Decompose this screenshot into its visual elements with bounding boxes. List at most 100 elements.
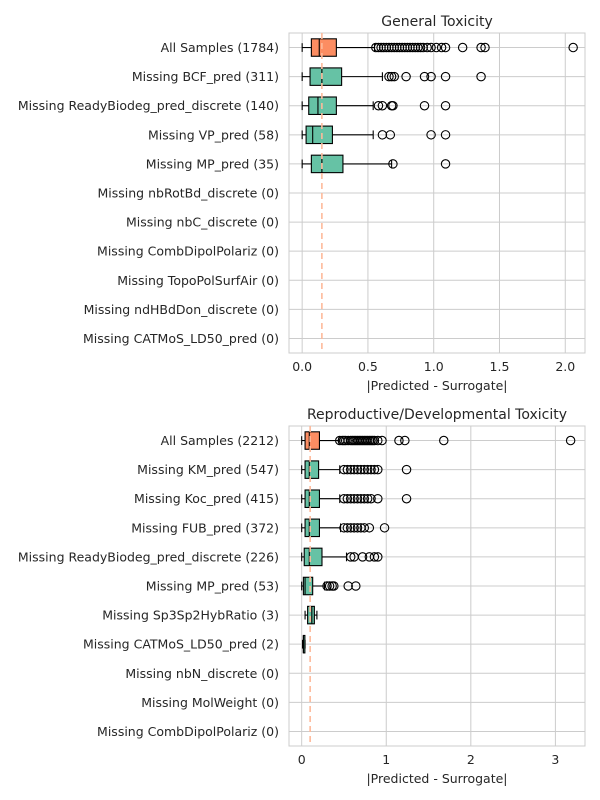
outlier-point [373, 493, 383, 504]
box-iqr [309, 67, 343, 86]
plot-frame [288, 425, 586, 747]
x-axis-label: |Predicted - Surrogate| [366, 771, 507, 786]
category-label: Missing ReadyBiodeg_pred_discrete (140) [18, 98, 279, 113]
outlier-point [373, 464, 383, 475]
x-tick-label: 2.0 [555, 359, 575, 374]
outlier-point [342, 464, 353, 475]
outlier-point [345, 523, 356, 533]
outlier-point [419, 100, 430, 111]
outlier-point [349, 523, 359, 533]
x-tick-label: 1.5 [490, 359, 510, 374]
outlier-point [476, 42, 486, 53]
outlier-point [359, 464, 370, 475]
outlier-point [351, 581, 361, 591]
outlier-point [431, 42, 442, 53]
outlier-point [356, 493, 366, 504]
outlier-point [386, 71, 397, 82]
box-iqr [304, 518, 320, 538]
outlier-point [345, 552, 356, 562]
box-missing [301, 489, 412, 509]
outlier-point [400, 435, 410, 446]
outlier-point [345, 464, 356, 475]
outlier-point [426, 71, 436, 82]
box-missing [301, 634, 306, 654]
outlier-point [339, 523, 349, 533]
category-label: Missing nbC_discrete (0) [126, 215, 279, 230]
x-tick-label: 0.0 [292, 359, 312, 374]
category-label: All Samples (2212) [161, 433, 279, 448]
category-label: Missing VP_pred (58) [148, 127, 279, 142]
outlier-point [384, 71, 394, 82]
box-iqr [303, 547, 323, 567]
x-tick-label: 3 [551, 752, 559, 767]
outlier-point [352, 523, 363, 533]
category-label: Missing MP_pred (53) [146, 579, 279, 594]
x-tick-label: 0 [298, 752, 306, 767]
box-iqr [302, 576, 314, 596]
outlier-point [366, 464, 376, 475]
chart-panel: General Toxicity All Samples (1784) Missin… [18, 14, 586, 393]
chart-panel: Reproductive/Developmental Toxicity All S… [18, 407, 586, 786]
outlier-point [422, 42, 432, 53]
x-tick-label: 1.0 [424, 359, 444, 374]
outlier-point [356, 464, 366, 475]
category-label: Missing Sp3Sp2HybRatio (3) [102, 608, 279, 623]
outlier-point [440, 42, 451, 53]
outlier-point [345, 493, 356, 504]
outlier-point [329, 581, 339, 591]
outlier-point [369, 552, 380, 562]
outlier-point [457, 42, 468, 53]
box-missing [301, 547, 383, 567]
category-label: Missing FUB_pred (372) [131, 520, 279, 535]
outlier-point [388, 159, 398, 169]
box-iqr [304, 431, 320, 450]
outlier-point [415, 42, 426, 53]
outlier-point [352, 493, 363, 504]
box-all-samples [301, 431, 576, 450]
outlier-point [401, 464, 412, 475]
category-label: Missing CATMoS_LD50_pred (0) [83, 331, 279, 346]
category-label: Missing CATMoS_LD50_pred (2) [83, 637, 279, 652]
outlier-point [339, 464, 349, 475]
outlier-point [342, 523, 353, 533]
box-iqr [310, 38, 337, 57]
outlier-point [324, 581, 335, 591]
outlier-point [439, 435, 449, 446]
category-label: Missing MP_pred (35) [146, 156, 279, 171]
outlier-point [369, 464, 380, 475]
outlier-point [436, 42, 447, 53]
outlier-point [419, 71, 430, 82]
outlier-point [401, 493, 412, 504]
box-missing [301, 460, 412, 479]
outlier-point [362, 464, 373, 475]
x-tick-label: 2 [467, 752, 475, 767]
category-label: All Samples (1784) [161, 40, 279, 55]
outlier-point [377, 435, 387, 446]
outlier-point [342, 493, 353, 504]
box-iqr [310, 154, 344, 174]
outlier-point [440, 130, 451, 140]
outlier-point [369, 435, 380, 446]
chart-title: Reproductive/Developmental Toxicity [307, 407, 567, 423]
outlier-point [480, 42, 490, 53]
outlier-point [565, 435, 576, 446]
box-missing [301, 125, 451, 145]
outlier-point [322, 581, 332, 591]
outlier-point [364, 523, 375, 533]
outlier-point [426, 130, 436, 140]
box-iqr [304, 460, 320, 479]
outlier-point [349, 493, 359, 504]
outlier-point [401, 71, 411, 82]
x-tick-label: 0.5 [358, 359, 378, 374]
outlier-point [343, 581, 353, 591]
category-label: Missing BCF_pred (311) [132, 69, 279, 84]
outlier-point [388, 100, 398, 111]
outlier-point [362, 493, 373, 504]
box-all-samples [301, 38, 578, 57]
outlier-point [366, 493, 376, 504]
outlier-point [373, 100, 384, 111]
outlier-point [373, 435, 383, 446]
outlier-point [352, 464, 363, 475]
outlier-point [359, 523, 370, 533]
outlier-point [440, 100, 451, 111]
